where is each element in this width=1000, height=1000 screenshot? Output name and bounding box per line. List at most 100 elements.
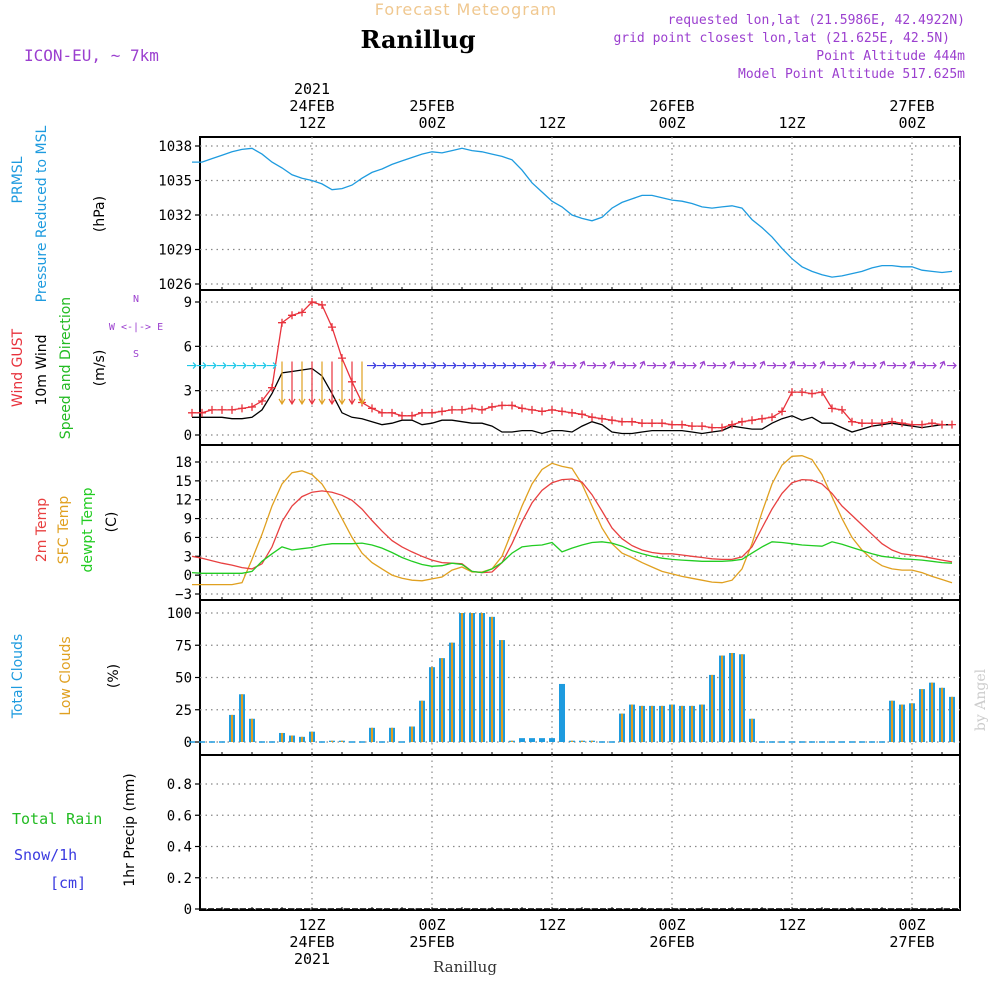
- gust-marker: [308, 298, 316, 306]
- gust-marker: [448, 405, 456, 414]
- wind-unit: (m/s): [92, 350, 108, 387]
- direction-arrow: [537, 362, 547, 369]
- compass-n: N: [133, 294, 139, 305]
- low-cloud-bar: [411, 726, 413, 742]
- precip-ytick-label: 0.4: [167, 840, 192, 856]
- clouds-ytick-label: 25: [175, 703, 192, 719]
- gust-marker: [228, 405, 236, 414]
- gust-marker: [748, 416, 756, 425]
- temp-label-dewpt: dewpt Temp: [80, 487, 96, 572]
- direction-arrow: [747, 362, 757, 369]
- direction-arrow: [427, 362, 437, 369]
- low-cloud-bar: [491, 616, 493, 742]
- direction-arrow: [507, 362, 517, 369]
- gust-marker: [898, 419, 906, 428]
- direction-arrow: [247, 362, 257, 369]
- direction-arrow: [377, 362, 387, 369]
- direction-arrow: [837, 362, 847, 369]
- gust-marker: [188, 408, 196, 417]
- gust-marker: [558, 407, 566, 416]
- low-cloud-bar: [691, 705, 693, 742]
- low-cloud-bar: [431, 667, 433, 742]
- gust-marker: [268, 383, 276, 392]
- direction-arrow: [827, 362, 837, 369]
- gust-marker: [878, 419, 886, 428]
- wind-ytick-label: 3: [184, 384, 192, 400]
- direction-arrow: [348, 361, 356, 406]
- gust-marker: [788, 388, 796, 397]
- gust-marker: [368, 404, 376, 413]
- top-time-label: 12Z: [778, 114, 805, 132]
- pressure-ytick-label: 1026: [158, 277, 192, 293]
- gust-marker: [648, 419, 656, 428]
- clouds-ytick-label: 75: [175, 638, 192, 654]
- low-cloud-bar: [571, 740, 573, 742]
- gust-marker: [688, 422, 696, 431]
- direction-arrow: [857, 362, 867, 369]
- top-time-label: 00Z: [658, 114, 685, 132]
- total-cloud-bar: [559, 683, 565, 742]
- direction-arrow: [527, 362, 537, 369]
- direction-arrow: [197, 362, 207, 369]
- direction-arrow: [579, 360, 586, 369]
- precip-frame: [199, 754, 961, 911]
- gust-marker: [278, 318, 286, 327]
- direction-arrow: [278, 361, 286, 406]
- direction-arrow: [789, 360, 796, 369]
- low-cloud-bar: [631, 704, 633, 742]
- gust-marker: [938, 420, 946, 429]
- low-cloud-bar: [741, 654, 743, 742]
- pressure-label-2: Pressure Reduced to MSL: [34, 125, 50, 302]
- gust-marker: [618, 417, 626, 426]
- direction-arrow: [387, 362, 397, 369]
- gust-marker: [478, 405, 486, 414]
- gust-marker: [598, 414, 606, 423]
- low-cloud-bar: [621, 713, 623, 742]
- direction-arrow: [237, 362, 247, 369]
- model-altitude: Model Point Altitude 517.625m: [738, 67, 965, 82]
- gust-marker: [928, 419, 936, 428]
- direction-arrow: [597, 362, 607, 369]
- product-title: Forecast Meteogram: [375, 0, 557, 19]
- gust-marker: [318, 300, 326, 309]
- low-cloud-bar: [681, 705, 683, 742]
- total-cloud-bar: [519, 738, 525, 742]
- pressure-ytick-label: 1032: [158, 208, 192, 224]
- gust-marker: [828, 404, 836, 413]
- model-name: ICON-EU, ~ 7km: [24, 46, 159, 65]
- gust-marker: [668, 420, 676, 429]
- low-cloud-bar: [581, 740, 583, 742]
- low-cloud-bar: [371, 727, 373, 742]
- dewpt-line: [191, 541, 953, 574]
- temp-unit: (C): [104, 512, 120, 533]
- direction-arrow: [807, 362, 817, 369]
- gust-marker: [208, 405, 216, 414]
- direction-arrow: [257, 362, 267, 369]
- pressure-series: [192, 147, 953, 278]
- grid-point-coords: grid point closest lon,lat (21.625E, 42.…: [613, 31, 950, 46]
- gust-marker: [818, 388, 826, 397]
- gust-marker: [588, 413, 596, 422]
- gust-marker: [578, 410, 586, 419]
- direction-arrow: [497, 362, 507, 369]
- direction-arrow: [737, 362, 747, 369]
- temp-ytick-label: 15: [175, 474, 192, 490]
- gust-marker: [528, 405, 536, 414]
- gust-marker: [718, 423, 726, 432]
- bottom-time-label: 26FEB: [649, 933, 694, 951]
- low-cloud-bar: [661, 705, 663, 742]
- low-cloud-bar: [341, 740, 343, 742]
- gust-marker: [288, 311, 296, 320]
- direction-arrow: [298, 361, 306, 406]
- low-cloud-bar: [331, 740, 333, 742]
- low-cloud-bar: [231, 714, 233, 742]
- top-time-label: 2021: [294, 80, 330, 98]
- low-cloud-bar: [451, 642, 453, 742]
- gust-marker: [468, 404, 476, 413]
- gust-marker: [398, 411, 406, 420]
- gust-marker: [708, 423, 716, 432]
- low-cloud-bar: [731, 652, 733, 742]
- gust-marker: [908, 420, 916, 429]
- direction-arrow: [939, 360, 946, 369]
- bottom-time-label: 12Z: [778, 916, 805, 934]
